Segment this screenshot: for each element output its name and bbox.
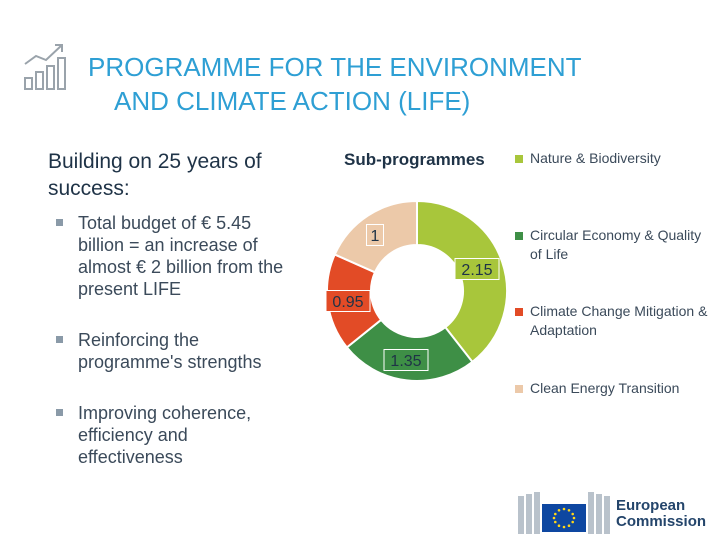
title-line-1: PROGRAMME FOR THE ENVIRONMENT bbox=[88, 52, 582, 82]
chart-title: Sub-programmes bbox=[344, 150, 485, 169]
data-label-circular: 1.35 bbox=[383, 349, 429, 371]
data-label-text-circular: 1.35 bbox=[390, 353, 421, 370]
bullet-strengths: Reinforcing the programme's strengths bbox=[54, 329, 289, 373]
data-label-text-climate: 0.95 bbox=[332, 294, 363, 311]
logo-text-line-2: Commission bbox=[616, 513, 707, 530]
data-label-climate: 0.95 bbox=[325, 290, 371, 312]
european-commission-logo bbox=[518, 492, 610, 534]
legend-item-energy: Clean Energy Transition bbox=[515, 379, 710, 398]
legend-swatch-climate bbox=[515, 308, 523, 316]
bullet-budget: Total budget of € 5.45 billion = an incr… bbox=[54, 212, 289, 300]
legend-label-nature: Nature & Biodiversity bbox=[530, 150, 661, 166]
legend-label-energy: Clean Energy Transition bbox=[530, 380, 680, 396]
legend-label-circular: Circular Economy & Quality of Life bbox=[530, 227, 702, 262]
data-label-text-nature: 2.15 bbox=[461, 262, 492, 279]
logo-text: European Commission bbox=[616, 498, 706, 530]
legend-item-climate: Climate Change Mitigation & Adaptation bbox=[515, 302, 710, 340]
legend-label-climate: Climate Change Mitigation & Adaptation bbox=[530, 303, 708, 338]
legend-item-circular: Circular Economy & Quality of Life bbox=[515, 226, 710, 264]
donut-chart: 2.15 1.35 0.95 1 bbox=[325, 199, 508, 382]
title-line-2: AND CLIMATE ACTION (LIFE) bbox=[114, 86, 471, 116]
legend-item-nature: Nature & Biodiversity bbox=[515, 149, 710, 168]
growth-chart-icon bbox=[24, 44, 66, 90]
legend-swatch-nature bbox=[515, 155, 523, 163]
page-title: PROGRAMME FOR THE ENVIRONMENT AND CLIMAT… bbox=[88, 50, 688, 118]
legend-swatch-energy bbox=[515, 385, 523, 393]
data-label-energy: 1 bbox=[366, 224, 384, 246]
bullet-list: Total budget of € 5.45 billion = an incr… bbox=[54, 212, 289, 497]
subheading: Building on 25 years of success: bbox=[48, 150, 262, 200]
data-label-nature: 2.15 bbox=[454, 258, 500, 280]
donut-slice-nature bbox=[416, 199, 508, 364]
legend-swatch-circular bbox=[515, 232, 523, 240]
logo-text-line-1: European bbox=[616, 497, 686, 514]
data-label-text-energy: 1 bbox=[371, 228, 380, 245]
bullet-coherence: Improving coherence, efficiency and effe… bbox=[54, 402, 289, 468]
